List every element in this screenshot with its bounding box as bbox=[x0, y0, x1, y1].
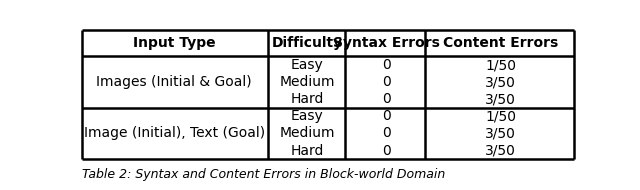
Text: Input Type: Input Type bbox=[133, 36, 216, 50]
Text: Easy: Easy bbox=[291, 58, 324, 72]
Text: 0: 0 bbox=[381, 75, 390, 89]
Text: 0: 0 bbox=[381, 58, 390, 72]
Text: 3/50: 3/50 bbox=[485, 92, 516, 106]
Text: 0: 0 bbox=[381, 144, 390, 158]
Text: Medium: Medium bbox=[280, 127, 335, 140]
Text: Hard: Hard bbox=[291, 92, 324, 106]
Text: 0: 0 bbox=[381, 109, 390, 123]
Text: Easy: Easy bbox=[291, 109, 324, 123]
Text: Syntax Errors: Syntax Errors bbox=[333, 36, 440, 50]
Text: 3/50: 3/50 bbox=[485, 127, 516, 140]
Text: 1/50: 1/50 bbox=[485, 109, 516, 123]
Text: Images (Initial & Goal): Images (Initial & Goal) bbox=[97, 75, 252, 89]
Text: 3/50: 3/50 bbox=[485, 75, 516, 89]
Text: Table 2: Syntax and Content Errors in Block-world Domain: Table 2: Syntax and Content Errors in Bl… bbox=[83, 168, 445, 181]
Text: Medium: Medium bbox=[280, 75, 335, 89]
Text: 0: 0 bbox=[381, 127, 390, 140]
Text: Hard: Hard bbox=[291, 144, 324, 158]
Text: Image (Initial), Text (Goal): Image (Initial), Text (Goal) bbox=[84, 127, 265, 140]
Text: Content Errors: Content Errors bbox=[443, 36, 558, 50]
Text: 3/50: 3/50 bbox=[485, 144, 516, 158]
Text: Difficulty: Difficulty bbox=[271, 36, 343, 50]
Text: 1/50: 1/50 bbox=[485, 58, 516, 72]
Text: 0: 0 bbox=[381, 92, 390, 106]
